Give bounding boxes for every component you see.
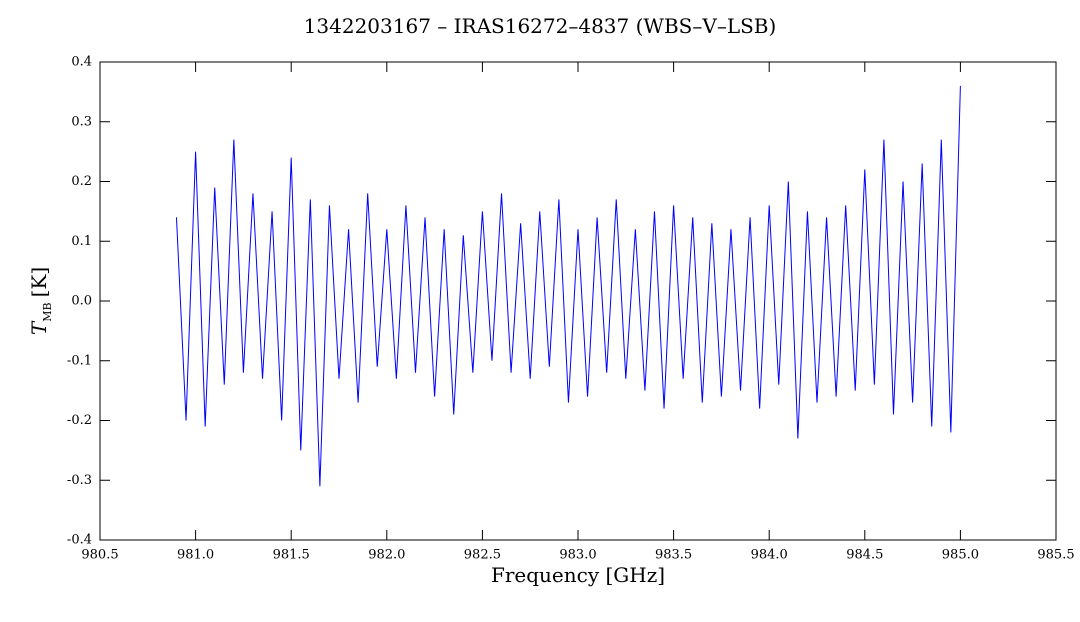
y-tick-label: -0.1 bbox=[67, 353, 92, 368]
x-tick-label: 983.0 bbox=[559, 548, 596, 563]
x-tick-label: 982.0 bbox=[368, 548, 405, 563]
y-label-symbol: T bbox=[27, 320, 51, 335]
y-tick-label: 0.3 bbox=[71, 114, 92, 129]
y-label-unit: [K] bbox=[27, 267, 51, 298]
y-tick-label: 0.2 bbox=[71, 174, 92, 189]
y-tick-label: -0.3 bbox=[67, 473, 92, 488]
x-tick-label: 985.0 bbox=[942, 548, 979, 563]
x-tick-label: 980.5 bbox=[81, 548, 118, 563]
y-tick-label: -0.4 bbox=[67, 533, 92, 548]
spectrum-line bbox=[175, 85, 961, 487]
x-tick-label: 984.0 bbox=[751, 548, 788, 563]
plot-frame bbox=[99, 61, 1057, 541]
x-tick-label: 981.5 bbox=[273, 548, 310, 563]
y-tick-label: 0.4 bbox=[71, 55, 92, 70]
y-tick-label: 0.1 bbox=[71, 234, 92, 249]
x-axis-label: Frequency [GHz] bbox=[491, 563, 665, 587]
x-tick-label: 985.5 bbox=[1037, 548, 1074, 563]
y-tick-label: 0.0 bbox=[71, 294, 92, 309]
x-tick-label: 983.5 bbox=[655, 548, 692, 563]
y-label-subscript: MB bbox=[41, 302, 54, 321]
x-tick-label: 984.5 bbox=[846, 548, 883, 563]
y-axis-label: TMB [K] bbox=[27, 267, 54, 335]
x-tick-label: 982.5 bbox=[464, 548, 501, 563]
chart-title: 1342203167 – IRAS16272–4837 (WBS–V–LSB) bbox=[304, 14, 777, 38]
x-tick-label: 981.0 bbox=[177, 548, 214, 563]
y-tick-label: -0.2 bbox=[67, 413, 92, 428]
plot: 980.5 981.0 981.5 982.0 982.5 983.0 983.5 984.0… bbox=[67, 55, 1075, 563]
